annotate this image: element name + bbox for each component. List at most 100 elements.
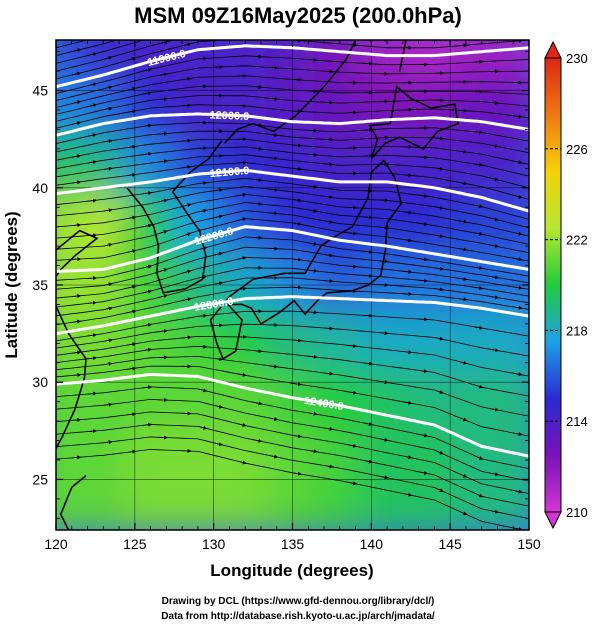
stream-arrow <box>308 449 318 454</box>
streamline <box>56 40 146 64</box>
stream-arrow <box>142 322 153 327</box>
stream-arrow <box>126 215 137 220</box>
stream-arrow <box>237 192 247 197</box>
stream-arrow <box>292 143 302 148</box>
streamline <box>56 154 529 189</box>
stream-arrow <box>434 234 444 238</box>
streamline <box>56 130 529 154</box>
stream-arrow <box>197 344 208 349</box>
stream-arrow <box>489 244 500 248</box>
stream-arrow <box>182 297 192 302</box>
stream-arrow <box>513 527 523 530</box>
stream-arrow <box>363 215 373 220</box>
stream-arrow <box>308 411 318 416</box>
stream-arrow <box>402 210 413 215</box>
stream-arrow <box>87 82 97 87</box>
stream-arrow <box>126 144 137 149</box>
stream-arrow <box>142 347 153 352</box>
stream-arrow <box>457 219 468 224</box>
stream-arrow <box>103 55 113 60</box>
stream-arrow <box>182 165 192 170</box>
stream-arrow <box>268 132 279 137</box>
stream-arrow <box>323 253 334 258</box>
streamline <box>56 146 529 177</box>
stream-arrow <box>237 372 247 377</box>
streamline <box>56 345 529 397</box>
stream-arrow <box>87 300 98 305</box>
stream-arrow <box>308 184 318 189</box>
stream-arrow <box>268 454 279 459</box>
stream-arrow <box>379 437 389 442</box>
stream-arrow <box>87 52 97 57</box>
stream-arrow <box>292 382 302 387</box>
stream-arrow <box>142 191 153 196</box>
stream-arrow <box>237 160 247 165</box>
credit-data: Data from http://database.rish.kyoto-u.a… <box>161 611 435 622</box>
stream-arrow <box>434 205 444 210</box>
stream-arrow <box>363 313 373 318</box>
stream-arrow <box>71 350 82 355</box>
stream-arrow <box>237 217 247 222</box>
stream-arrow <box>197 246 208 251</box>
stream-arrow <box>347 343 358 348</box>
stream-arrow <box>127 35 135 37</box>
stream-arrow <box>434 449 444 455</box>
stream-arrow <box>253 401 263 406</box>
stream-arrow <box>103 34 111 36</box>
streamlines <box>56 34 529 530</box>
x-tick-label: 150 <box>517 536 541 552</box>
stream-arrow <box>363 361 373 366</box>
colorbar-tick-label: 218 <box>566 323 588 338</box>
stream-arrow <box>182 76 192 81</box>
stream-arrow <box>87 356 98 361</box>
streamline <box>56 323 529 357</box>
stream-arrow <box>158 131 168 136</box>
stream-arrow <box>363 459 373 464</box>
stream-arrow <box>418 433 429 438</box>
stream-arrow <box>434 136 444 141</box>
stream-arrow <box>103 440 113 445</box>
coastlines <box>56 40 459 530</box>
stream-arrow <box>379 282 389 287</box>
stream-arrow <box>103 306 113 311</box>
stream-arrow <box>158 159 168 164</box>
x-tick-label: 140 <box>360 536 384 552</box>
stream-arrow <box>71 48 82 53</box>
stream-arrow <box>103 208 113 213</box>
stream-arrow <box>457 510 468 516</box>
stream-arrow <box>489 144 500 148</box>
stream-arrow <box>473 162 484 167</box>
stream-arrow <box>457 149 468 154</box>
stream-arrow <box>87 391 98 396</box>
stream-arrow <box>142 223 153 228</box>
stream-arrow <box>87 233 98 238</box>
stream-arrow <box>253 146 263 151</box>
stream-arrow <box>158 198 168 203</box>
stream-arrow <box>126 284 137 289</box>
stream-arrow <box>308 152 318 157</box>
stream-arrow <box>237 460 247 465</box>
stream-arrow <box>402 455 413 460</box>
stream-arrow <box>87 160 97 165</box>
stream-arrow <box>490 35 498 36</box>
stream-arrow <box>363 249 373 254</box>
stream-arrow <box>158 328 168 333</box>
stream-arrow <box>213 251 224 256</box>
y-axis: 25 30 35 40 45 <box>32 51 529 519</box>
stream-arrow <box>323 195 334 200</box>
streamline <box>56 398 529 482</box>
stream-arrow <box>142 422 153 427</box>
colorbar-tick-label: 226 <box>566 142 588 157</box>
colorbar-bar <box>544 57 562 513</box>
stream-arrow <box>379 259 389 264</box>
stream-arrow <box>457 181 468 186</box>
stream-arrow <box>126 109 137 114</box>
stream-arrow <box>126 56 137 61</box>
stream-arrow <box>182 103 192 108</box>
stream-arrow <box>292 198 302 203</box>
stream-arrow <box>213 357 224 362</box>
streamline <box>56 177 529 220</box>
streamline <box>56 55 529 94</box>
x-tick-label: 145 <box>438 536 462 552</box>
stream-arrow <box>292 221 302 226</box>
